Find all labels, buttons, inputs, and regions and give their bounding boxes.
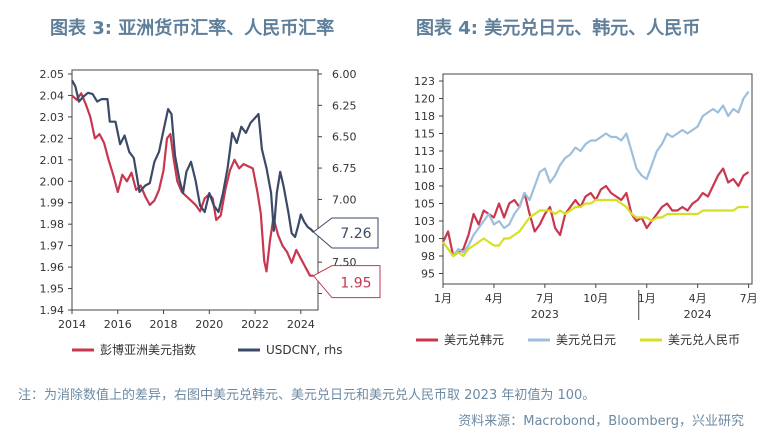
x-tick-label: 2020 (195, 318, 223, 331)
y-left-tick-label: 1.99 (40, 197, 65, 210)
right-chart: 123 120 118 115 113 110 108 105 103 100 98 95 1月 4月 7月… (414, 73, 758, 347)
legend-label-1: 美元兑日元 (556, 333, 616, 347)
x-tick-label: 2018 (150, 318, 178, 331)
x-tick-label: 7月 (740, 292, 758, 305)
x-tick-label: 2022 (241, 318, 269, 331)
x-tick-label: 1月 (434, 292, 452, 305)
legend-label-0: 美元兑韩元 (444, 332, 504, 347)
callout-usdcny-value: 7.26 (340, 226, 371, 242)
left-chart-title: 图表 3: 亚洲货币汇率、人民币汇率 (50, 18, 335, 39)
callout-asia-value: 1.95 (340, 276, 371, 292)
series-line-1 (442, 90, 750, 258)
y-tick-label: 108 (414, 180, 435, 193)
callout-usdcny-box (312, 217, 379, 249)
y-tick-label: 110 (414, 163, 435, 176)
x-year-label: 2023 (531, 308, 559, 321)
y-tick-label: 100 (414, 233, 435, 246)
y-left-tick-label: 2.01 (40, 154, 65, 167)
y-left-tick-label: 1.96 (40, 261, 65, 274)
y-tick-label: 120 (414, 93, 435, 106)
y-left-tick-label: 2.03 (40, 111, 65, 124)
series-line-1 (71, 79, 315, 239)
right-chart-title: 图表 4: 美元兑日元、韩元、人民币 (416, 18, 701, 39)
legend-label-2: 美元兑人民币 (668, 333, 740, 347)
x-tick-label: 2014 (58, 318, 86, 331)
y-right-tick-label: 6.00 (332, 68, 357, 81)
x-tick-label: 10月 (583, 292, 608, 305)
y-tick-label: 115 (414, 128, 435, 141)
y-right-tick-label: 6.50 (332, 131, 357, 144)
y-left-tick-label: 1.95 (40, 283, 65, 296)
y-right-tick-label: 6.25 (332, 99, 357, 112)
y-tick-label: 98 (421, 250, 435, 263)
y-tick-label: 123 (414, 75, 435, 88)
y-tick-label: 113 (414, 145, 435, 158)
y-left-tick-label: 2.05 (40, 68, 65, 81)
callout-asia-box (312, 265, 381, 299)
x-tick-label: 4月 (485, 292, 503, 305)
y-left-tick-label: 2.02 (40, 132, 65, 145)
left-chart: 2.05 2.04 2.03 2.02 2.01 2.00 1.99 1.98 1.97 1.96… (40, 68, 381, 357)
y-right-tick-label: 6.75 (332, 162, 357, 175)
y-tick-label: 105 (414, 198, 435, 211)
plot-frame-right (442, 73, 753, 285)
y-tick-label: 103 (414, 215, 435, 228)
series-line-2 (442, 198, 749, 258)
y-left-tick-label: 2.04 (40, 89, 65, 102)
x-year-label: 2024 (684, 308, 712, 321)
y-tick-label: 95 (421, 268, 435, 281)
legend-label-1: USDCNY, rhs (266, 343, 343, 357)
y-left-tick-label: 1.98 (40, 218, 65, 231)
x-tick-label: 2016 (104, 318, 132, 331)
source-text: 资料来源：Macrobond，Bloomberg，兴业研究 (458, 414, 744, 429)
x-tick-label: 4月 (689, 292, 707, 305)
footnote: 注：为消除数值上的差异，右图中美元兑韩元、美元兑日元和美元兑人民币取 2023 … (18, 388, 596, 403)
y-left-tick-label: 1.94 (40, 304, 65, 317)
legend-label-0: 彭博亚洲美元指数 (100, 342, 196, 357)
x-tick-label: 7月 (536, 292, 554, 305)
y-right-tick-label: 7.00 (332, 193, 357, 206)
series-line-0 (71, 92, 314, 277)
y-left-tick-label: 2.00 (40, 175, 65, 188)
y-left-tick-label: 1.97 (40, 240, 65, 253)
x-tick-label: 1月 (638, 292, 656, 305)
y-tick-label: 118 (414, 110, 435, 123)
x-tick-label: 2024 (287, 318, 315, 331)
plot-frame (71, 69, 319, 311)
